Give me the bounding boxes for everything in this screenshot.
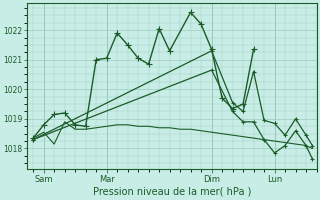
X-axis label: Pression niveau de la mer( hPa ): Pression niveau de la mer( hPa ) <box>92 187 251 197</box>
